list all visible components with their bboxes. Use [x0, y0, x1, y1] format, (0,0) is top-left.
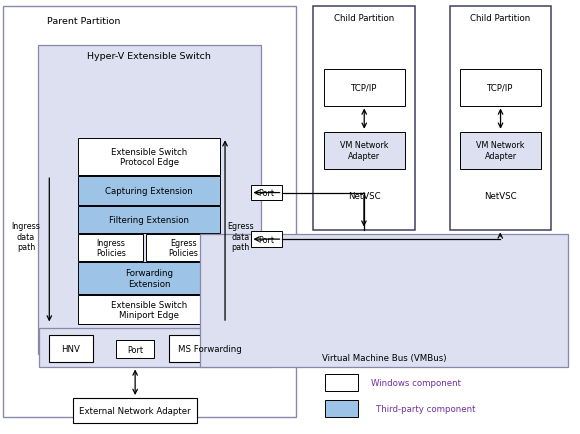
- FancyBboxPatch shape: [450, 7, 551, 230]
- Text: TCP/IP: TCP/IP: [487, 83, 514, 92]
- Text: Port: Port: [259, 189, 274, 197]
- FancyBboxPatch shape: [325, 400, 358, 418]
- FancyBboxPatch shape: [146, 234, 220, 261]
- Text: Port: Port: [259, 235, 274, 244]
- FancyBboxPatch shape: [324, 132, 405, 169]
- Text: Ingress
Policies: Ingress Policies: [96, 238, 126, 257]
- FancyBboxPatch shape: [116, 340, 154, 358]
- FancyBboxPatch shape: [460, 132, 541, 169]
- FancyBboxPatch shape: [313, 7, 415, 230]
- Text: Parent Partition: Parent Partition: [48, 17, 121, 26]
- Text: VM Network
Adapter: VM Network Adapter: [340, 141, 389, 161]
- FancyBboxPatch shape: [78, 139, 220, 176]
- FancyBboxPatch shape: [78, 295, 220, 325]
- Text: Capturing Extension: Capturing Extension: [106, 187, 193, 196]
- Text: Egress
data
path: Egress data path: [227, 222, 254, 251]
- Text: Extensible Switch
Miniport Edge: Extensible Switch Miniport Edge: [111, 300, 187, 319]
- Text: Filtering Extension: Filtering Extension: [110, 216, 189, 224]
- Text: Forwarding
Extension: Forwarding Extension: [125, 269, 173, 288]
- FancyBboxPatch shape: [72, 398, 197, 423]
- FancyBboxPatch shape: [169, 335, 251, 362]
- FancyBboxPatch shape: [39, 329, 271, 367]
- Text: NetVSC: NetVSC: [484, 192, 517, 201]
- Text: Virtual Machine Bus (VMBus): Virtual Machine Bus (VMBus): [322, 353, 447, 362]
- FancyBboxPatch shape: [78, 263, 220, 294]
- FancyBboxPatch shape: [460, 69, 541, 106]
- FancyBboxPatch shape: [3, 7, 296, 417]
- FancyBboxPatch shape: [251, 232, 282, 247]
- Text: MS Forwarding: MS Forwarding: [178, 345, 242, 353]
- Text: Port: Port: [127, 345, 143, 354]
- FancyBboxPatch shape: [38, 46, 261, 354]
- FancyBboxPatch shape: [49, 335, 93, 362]
- Text: Extensible Switch
Protocol Edge: Extensible Switch Protocol Edge: [111, 148, 187, 167]
- FancyBboxPatch shape: [251, 185, 282, 201]
- FancyBboxPatch shape: [78, 177, 220, 205]
- FancyBboxPatch shape: [200, 234, 568, 367]
- FancyBboxPatch shape: [324, 69, 405, 106]
- Text: VM Network
Adapter: VM Network Adapter: [476, 141, 525, 161]
- Text: Child Partition: Child Partition: [334, 14, 394, 23]
- Text: NetVSC: NetVSC: [348, 192, 380, 201]
- Text: HNV: HNV: [61, 345, 81, 353]
- FancyBboxPatch shape: [78, 234, 143, 261]
- Text: External Network Adapter: External Network Adapter: [79, 406, 191, 415]
- FancyBboxPatch shape: [78, 207, 220, 233]
- Text: TCP/IP: TCP/IP: [351, 83, 378, 92]
- Text: Egress
Policies: Egress Policies: [168, 238, 198, 257]
- Text: Child Partition: Child Partition: [470, 14, 530, 23]
- Text: Ingress
data
path: Ingress data path: [12, 222, 41, 251]
- Text: Third-party component: Third-party component: [376, 404, 476, 413]
- Text: Windows component: Windows component: [371, 378, 461, 387]
- FancyBboxPatch shape: [325, 374, 358, 391]
- Text: Hyper-V Extensible Switch: Hyper-V Extensible Switch: [88, 52, 211, 61]
